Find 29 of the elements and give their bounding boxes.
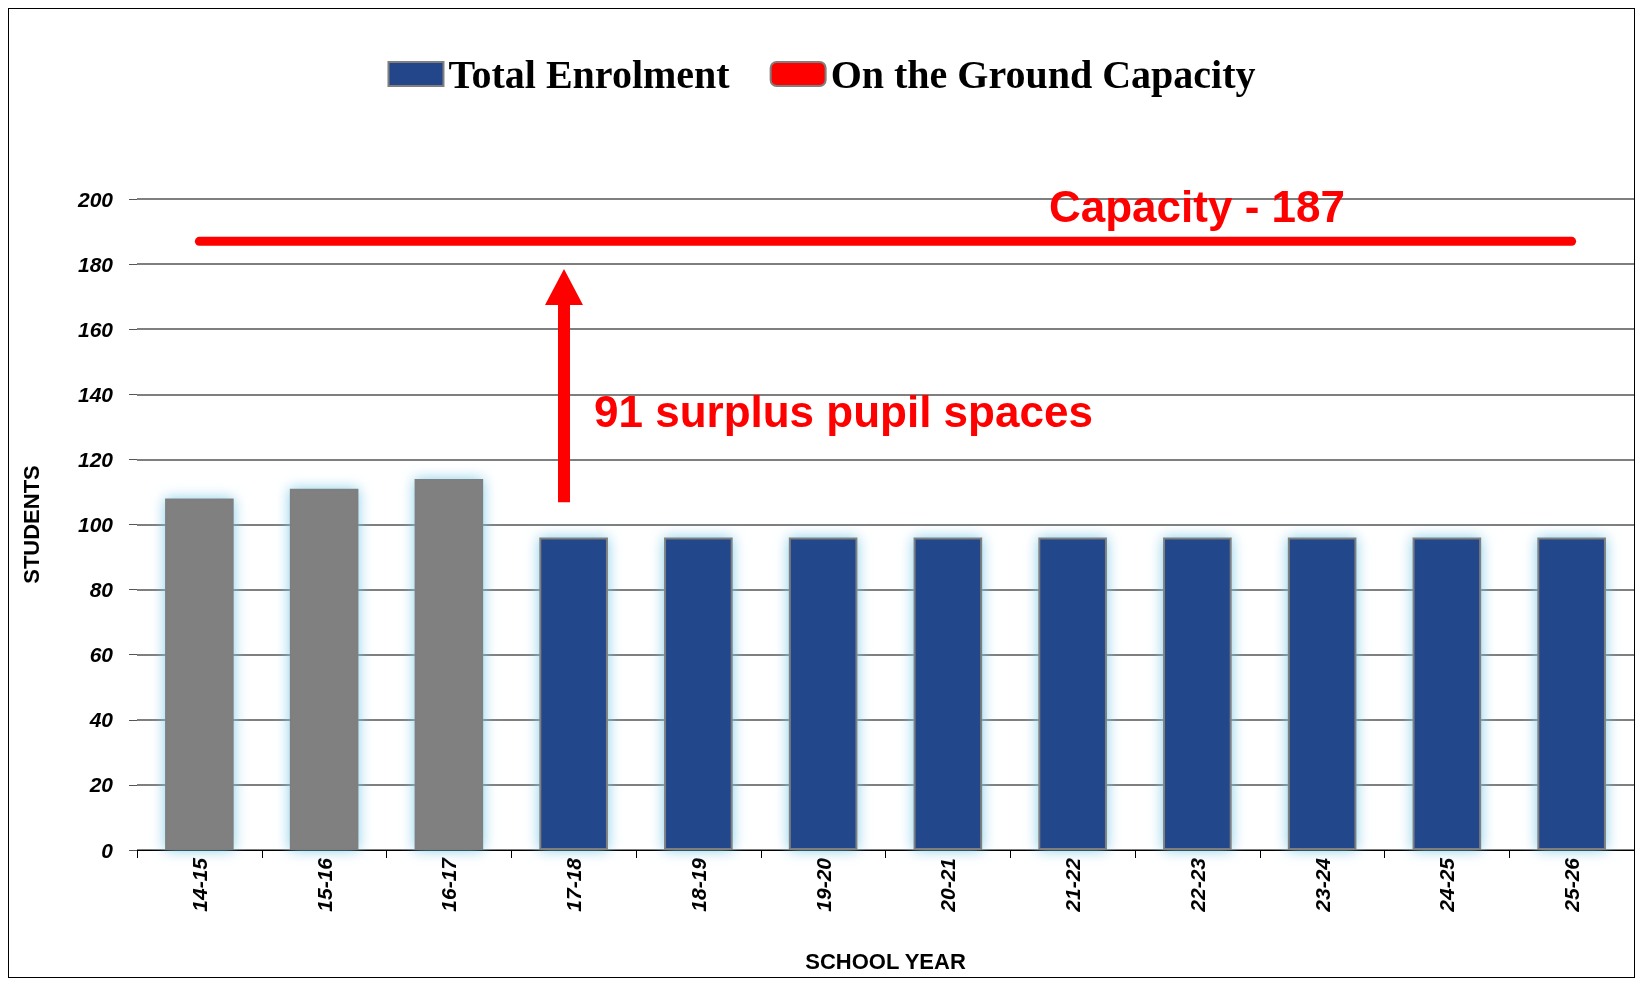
y-tick-label: 200 (76, 187, 114, 211)
x-tick-label: 14-15 (187, 857, 211, 912)
x-tick-label: 15-16 (312, 857, 336, 912)
x-tick-label: 23-24 (1310, 857, 1334, 913)
x-tick-label: 21-22 (1061, 857, 1085, 913)
x-tick-label: 16-17 (437, 856, 461, 912)
y-tick-label: 140 (77, 382, 114, 406)
x-tick-label: 17-18 (562, 857, 586, 912)
x-tick-label: 20-21 (936, 858, 960, 913)
y-tick-label: 180 (77, 252, 114, 276)
y-tick-label: 0 (101, 838, 114, 862)
y-tick-label: 60 (89, 643, 114, 667)
x-tick-label: 18-19 (686, 857, 710, 912)
x-tick-label: 19-20 (811, 857, 835, 912)
y-tick-label: 80 (89, 578, 114, 602)
annotation: Capacity - 187 (1049, 181, 1345, 231)
y-axis-title: STUDENTS (18, 465, 44, 584)
y-tick-label: 120 (77, 447, 114, 471)
legend-label: On the Ground Capacity (830, 51, 1256, 97)
y-tick-label: 160 (77, 317, 114, 341)
y-tick-label: 20 (88, 773, 114, 797)
x-tick-label: 24-25 (1435, 857, 1459, 913)
legend-label: Total Enrolment (448, 51, 731, 97)
annotation: 91 surplus pupil spaces (594, 386, 1093, 436)
x-tick-label: 22-23 (1185, 857, 1209, 913)
x-tick-label: 25-26 (1560, 857, 1584, 913)
y-tick-label: 40 (88, 708, 114, 732)
y-tick-label: 100 (77, 513, 114, 536)
x-axis-title: SCHOOL YEAR (805, 948, 966, 974)
